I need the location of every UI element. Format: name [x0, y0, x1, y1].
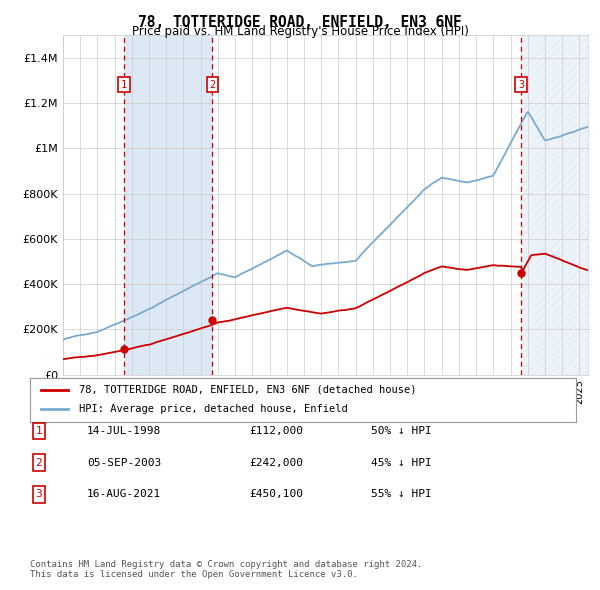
Text: Contains HM Land Registry data © Crown copyright and database right 2024.
This d: Contains HM Land Registry data © Crown c…: [30, 560, 422, 579]
Text: £112,000: £112,000: [249, 426, 303, 435]
Text: 2: 2: [209, 80, 215, 90]
Text: 1: 1: [35, 426, 43, 435]
Text: 78, TOTTERIDGE ROAD, ENFIELD, EN3 6NF (detached house): 78, TOTTERIDGE ROAD, ENFIELD, EN3 6NF (d…: [79, 385, 416, 395]
Text: 50% ↓ HPI: 50% ↓ HPI: [371, 426, 431, 435]
Text: 45% ↓ HPI: 45% ↓ HPI: [371, 458, 431, 467]
Text: 2: 2: [35, 458, 43, 467]
Text: 55% ↓ HPI: 55% ↓ HPI: [371, 490, 431, 499]
Text: 14-JUL-1998: 14-JUL-1998: [87, 426, 161, 435]
Text: £242,000: £242,000: [249, 458, 303, 467]
Text: 05-SEP-2003: 05-SEP-2003: [87, 458, 161, 467]
Bar: [521, 35, 588, 375]
Text: 3: 3: [518, 80, 524, 90]
Text: 78, TOTTERIDGE ROAD, ENFIELD, EN3 6NF: 78, TOTTERIDGE ROAD, ENFIELD, EN3 6NF: [138, 15, 462, 30]
Text: 1: 1: [121, 80, 127, 90]
Text: 3: 3: [35, 490, 43, 499]
Text: Price paid vs. HM Land Registry's House Price Index (HPI): Price paid vs. HM Land Registry's House …: [131, 25, 469, 38]
Text: £450,100: £450,100: [249, 490, 303, 499]
Text: HPI: Average price, detached house, Enfield: HPI: Average price, detached house, Enfi…: [79, 405, 348, 414]
Bar: [124, 35, 212, 375]
Text: 16-AUG-2021: 16-AUG-2021: [87, 490, 161, 499]
